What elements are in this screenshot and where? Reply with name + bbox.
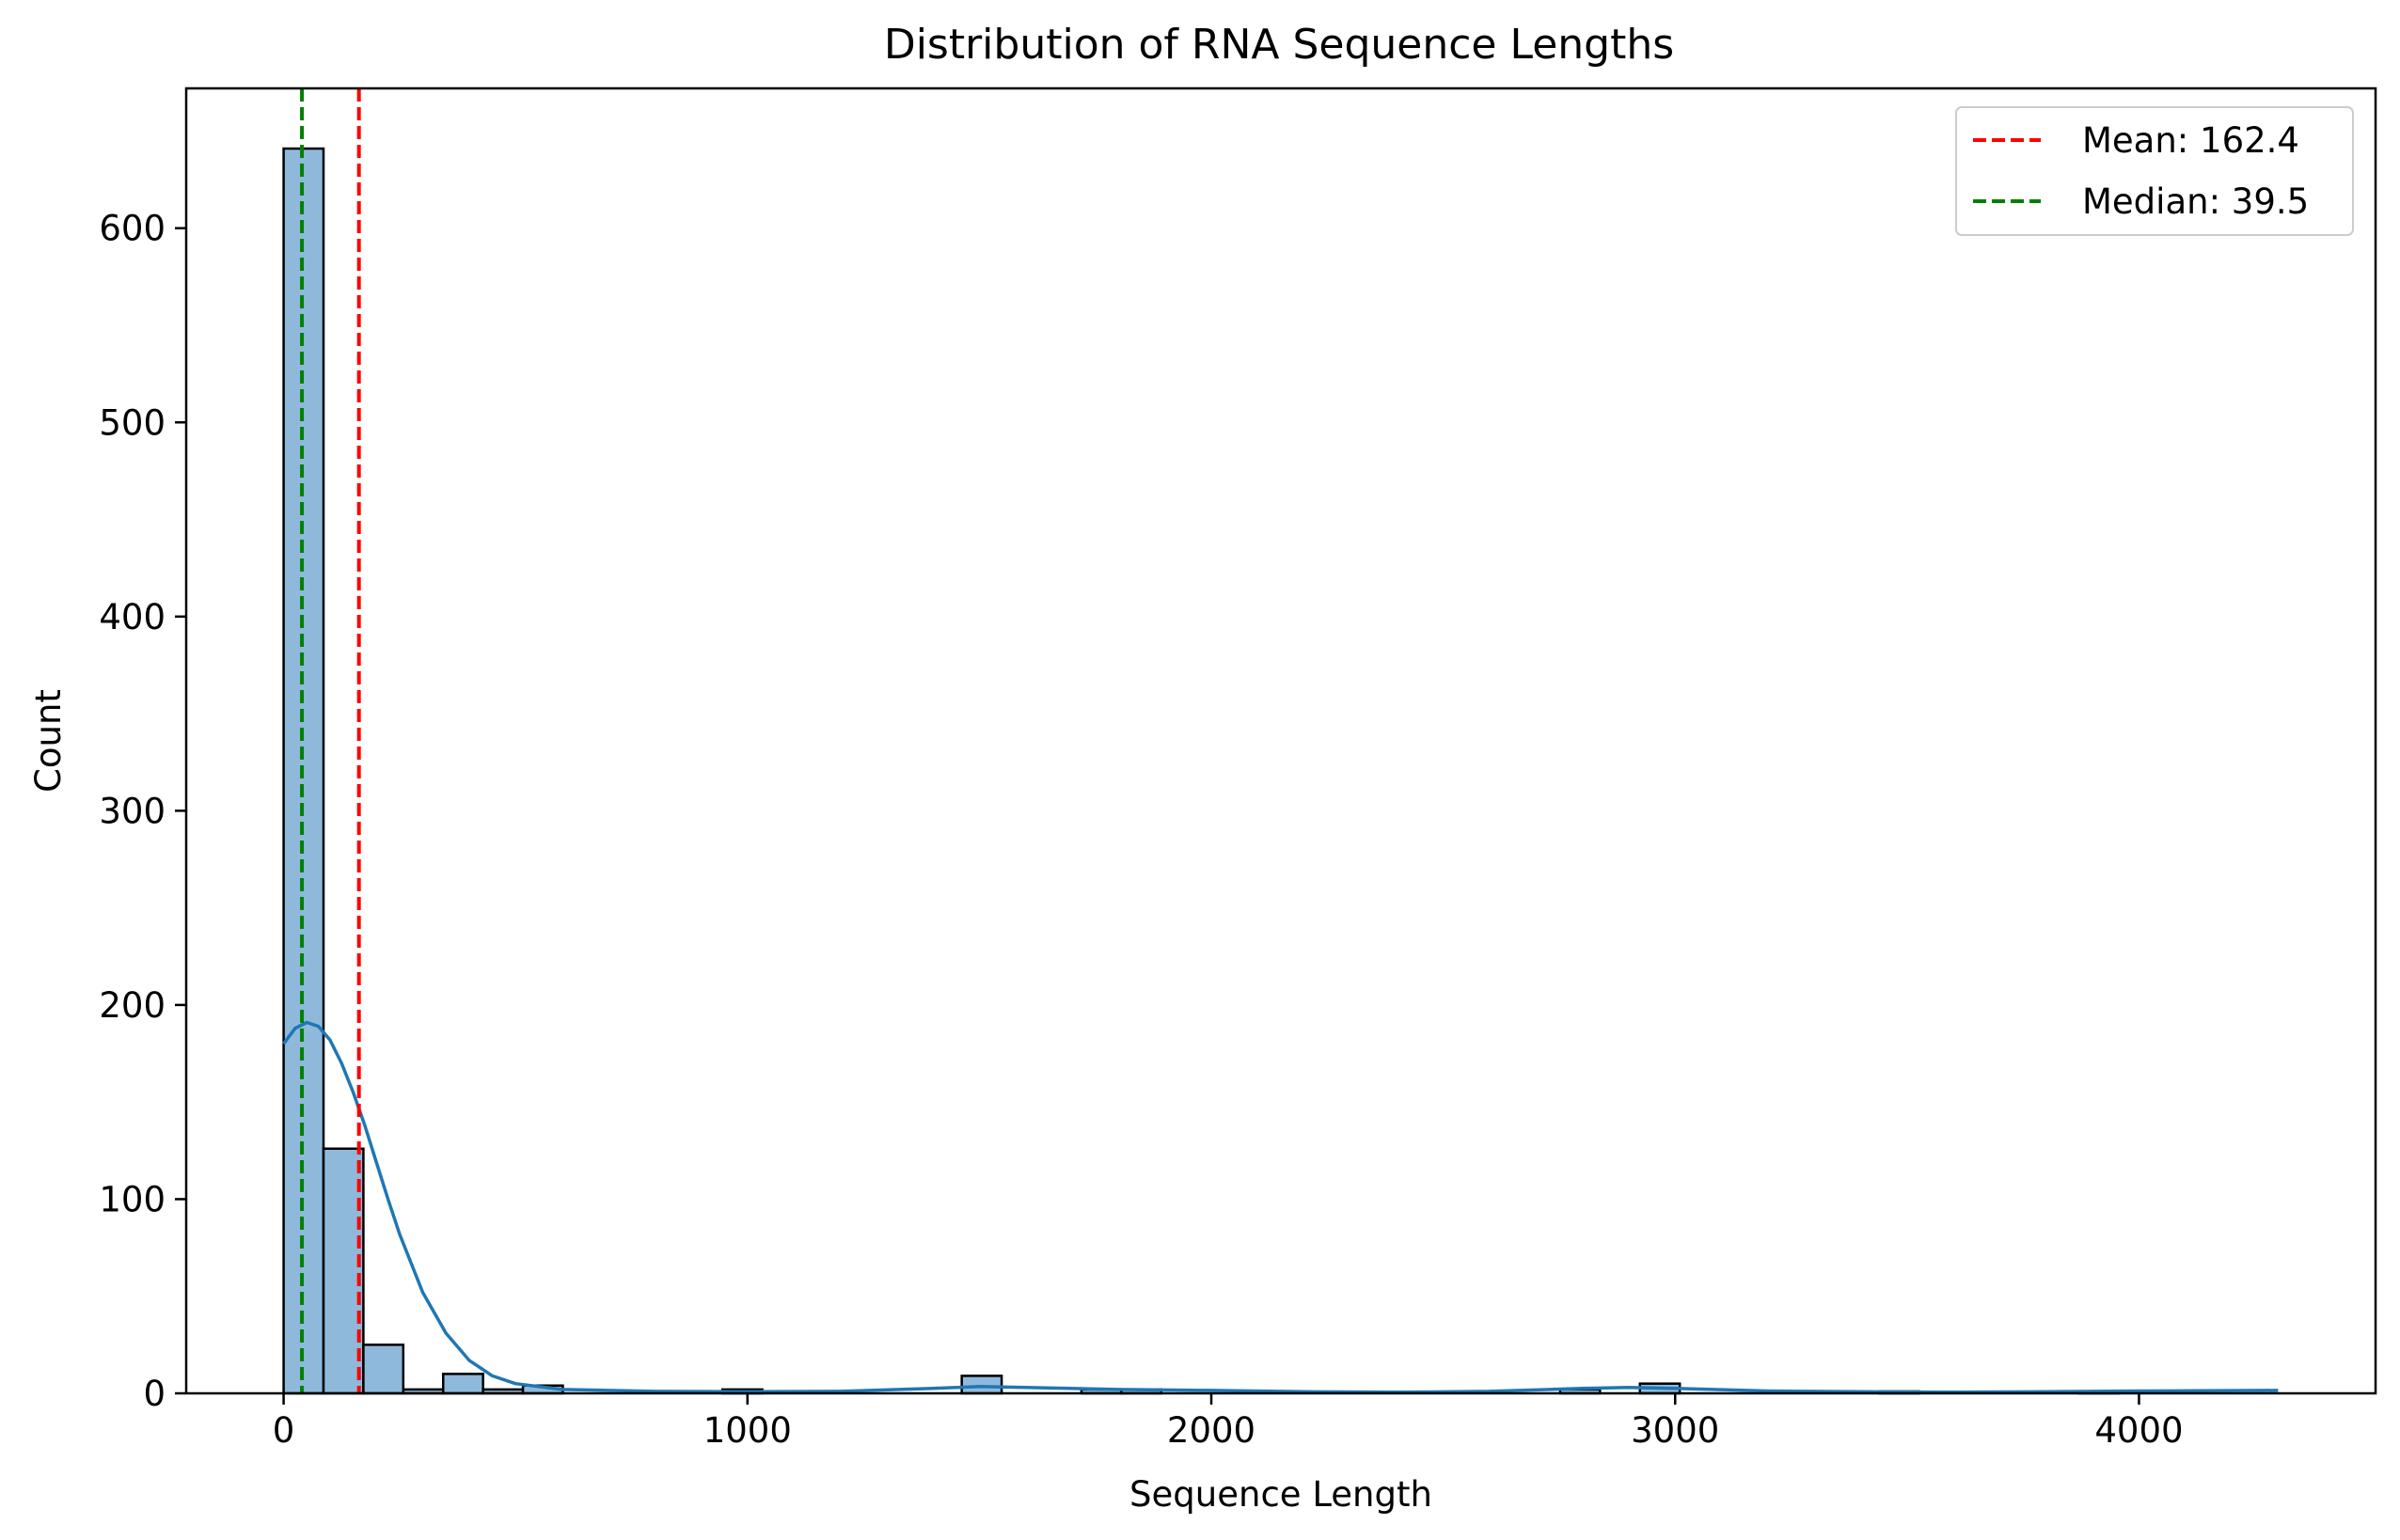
- x-tick-label: 3000: [1631, 1410, 1719, 1451]
- y-tick-label: 200: [99, 985, 166, 1026]
- reference-lines: [300, 88, 361, 1393]
- histogram-bar: [322, 1147, 365, 1395]
- y-axis-label: Count: [28, 689, 69, 793]
- kde-curve-group: [282, 1020, 2279, 1394]
- y-tick-label: 500: [99, 402, 166, 443]
- kde-curve: [282, 1020, 2279, 1394]
- x-axis-label: Sequence Length: [1129, 1474, 1432, 1515]
- y-axis-ticks: 0 100 200 300 400 500 600: [99, 209, 186, 1414]
- y-tick-label: 300: [99, 791, 166, 831]
- plot-frame: [184, 86, 2377, 1395]
- x-tick-label: 4000: [2094, 1410, 2183, 1451]
- x-axis-ticks: 0 1000 2000 3000 4000: [273, 1393, 2184, 1451]
- y-tick-label: 400: [99, 597, 166, 637]
- chart-title: Distribution of RNA Sequence Lengths: [884, 21, 1674, 69]
- y-tick-label: 0: [143, 1374, 166, 1414]
- x-tick-label: 0: [273, 1410, 295, 1451]
- legend-mean-label: Mean: 162.4: [2082, 120, 2299, 161]
- legend: Mean: 162.4 Median: 39.5: [1955, 106, 2354, 236]
- x-tick-label: 2000: [1167, 1410, 1255, 1451]
- y-tick-label: 100: [99, 1179, 166, 1219]
- histogram-bar: [362, 1344, 405, 1395]
- histogram-bar: [960, 1375, 1003, 1395]
- legend-box: [1955, 106, 2354, 236]
- legend-median-label: Median: 39.5: [2082, 181, 2309, 222]
- y-tick-label: 600: [99, 209, 166, 249]
- histogram-bar: [441, 1373, 484, 1395]
- x-tick-label: 1000: [703, 1410, 792, 1451]
